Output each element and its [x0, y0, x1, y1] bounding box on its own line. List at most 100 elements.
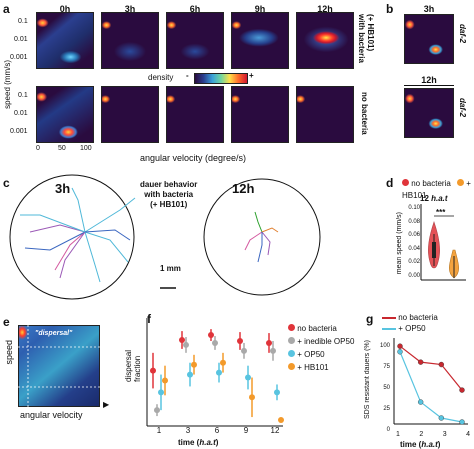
panel-f-dispersal-chart: 1 3 6 9 12 [146, 318, 284, 433]
dispersal-box [18, 325, 100, 407]
panel-g-sds-chart [393, 338, 468, 425]
panel-d-violin-plot [420, 204, 466, 281]
tracks-12h [244, 211, 279, 263]
point-g-0-2 [417, 359, 424, 365]
heatmap-nobacteria-9h [231, 86, 289, 143]
panel-d-label: d [386, 176, 394, 190]
heatmap-bacteria-6h [166, 12, 224, 69]
point--op50-3 [187, 371, 193, 378]
legend-g-no-bacteria: no bacteria [382, 312, 438, 323]
significance-marker: *** [436, 208, 446, 217]
point--inedible-op50-9 [241, 347, 247, 354]
panel-f-ylabel: dispersal fraction [124, 350, 142, 383]
line-no-bacteria [399, 345, 463, 391]
heatmap-nobacteria-3h [101, 86, 159, 143]
point-g-1-4 [459, 419, 465, 425]
xtick-0: 0 [36, 145, 40, 152]
legend-f-op50: + OP50 [288, 348, 354, 361]
point--hb101-1 [162, 377, 168, 384]
ytick-row2-1: 0.01 [14, 110, 28, 117]
density-legend-minus: - [186, 71, 189, 80]
point-no-bacteria-12 [266, 339, 272, 346]
xtick-f-12: 12 [271, 426, 280, 433]
panel-f-label: f [147, 312, 151, 326]
ytick-row1-1: 0.01 [14, 36, 28, 43]
heatmap-nobacteria-6h [166, 86, 224, 143]
point--inedible-op50-6 [212, 339, 218, 346]
legend-g-op50: + OP50 [382, 323, 438, 334]
panel-a-xlabel: angular velocity (degree/s) [140, 153, 247, 163]
legend-f-inedible-op50: + inedible OP50 [288, 335, 354, 348]
ytick-row1-0: 0.1 [18, 18, 28, 25]
point--op50-6 [216, 369, 222, 376]
panel-b-label: b [386, 2, 394, 16]
panel-b-time-12h: 12h [404, 75, 454, 86]
xtick-f-9: 9 [244, 426, 249, 433]
panel-e-label: e [3, 315, 10, 329]
point--hb101-3 [191, 361, 197, 368]
density-colorbar [194, 73, 248, 84]
panel-c-desc: dauer behavior with bacteria (+ HB101) [140, 180, 198, 209]
ytick-row1-2: 0.001 [10, 54, 28, 61]
heatmap-nobacteria-12h [296, 86, 354, 143]
xtick-f-3: 3 [186, 426, 191, 433]
point--op50-12 [274, 389, 280, 396]
panel-d-title: 12 h.a.t [420, 194, 448, 203]
point-g-0-3 [438, 361, 445, 368]
ytick-row2-0: 0.1 [18, 92, 28, 99]
panel-g-ylabel: SDS resistant dauers (%) [364, 340, 371, 419]
point-g-1-1 [397, 349, 403, 355]
panel-g-label: g [366, 312, 374, 326]
panel-c-trajectories [9, 174, 321, 300]
point--hb101-9 [249, 394, 255, 401]
point--hb101-6 [220, 359, 226, 366]
row-label-no-bacteria: no bacteria [360, 92, 369, 135]
xtick-f-1: 1 [157, 426, 162, 433]
panel-g-yticks: 100 75 50 25 0 [379, 343, 390, 433]
panel-d-yticks: 0.10 0.08 0.06 0.04 0.02 0.00 [408, 205, 420, 279]
legend-f-hb101: + HB101 [288, 361, 354, 374]
legend-dot-hb101 [457, 179, 465, 186]
arena-circle-12h [203, 178, 321, 296]
point--inedible-op50-12 [270, 347, 276, 354]
dispersal-label: "dispersal" [35, 330, 73, 337]
point-g-0-1 [397, 343, 403, 349]
heatmap-nobacteria-0h [36, 86, 94, 143]
legend-f-no-bacteria: no bacteria [288, 322, 354, 335]
heatmap-bacteria-9h [231, 12, 289, 69]
panel-c-time-12h: 12h [232, 181, 255, 196]
row-label-with-bacteria: with bacteria (+ HB101) [357, 14, 375, 63]
panel-b-strain-1: daf-2 [458, 24, 467, 44]
heatmap-bacteria-3h [101, 12, 159, 69]
heatmap-daf2-12h [404, 88, 454, 138]
point--op50-9 [245, 374, 251, 381]
panel-d-legend: no bacteria + HB101 [402, 179, 471, 200]
density-legend-plus: + [249, 71, 254, 80]
point--inedible-op50-1 [154, 407, 160, 414]
arena-circle-3h [9, 174, 135, 300]
point-no-bacteria-9 [237, 337, 243, 344]
density-legend-title: density [148, 73, 174, 82]
tracks-3h [20, 187, 136, 283]
point--hb101-12 [278, 417, 284, 424]
heatmap-bacteria-12h [296, 12, 354, 69]
xtick-f-6: 6 [215, 426, 220, 433]
panel-e-ylabel: speed [4, 340, 14, 365]
xtick-50: 50 [58, 145, 66, 152]
heatmap-bacteria-0h [36, 12, 94, 69]
point--inedible-op50-3 [183, 341, 189, 348]
point-g-1-2 [417, 399, 424, 405]
panel-g-legend: no bacteria + OP50 [382, 312, 438, 334]
panel-f-xlabel: time (h.a.t) [178, 438, 219, 447]
line--op50 [399, 351, 463, 423]
panel-d-ylabel: mean speed (mm/s) [396, 212, 403, 275]
legend-dot-no-bacteria [402, 179, 409, 186]
point-g-1-3 [438, 415, 445, 421]
panel-e-xlabel: angular velocity [20, 410, 83, 420]
arrow-marker: ▶ [103, 400, 110, 409]
point-g-0-4 [459, 387, 465, 393]
xtick-100: 100 [80, 145, 92, 152]
heatmap-daf2-3h [404, 14, 454, 64]
point--op50-1 [158, 389, 164, 396]
